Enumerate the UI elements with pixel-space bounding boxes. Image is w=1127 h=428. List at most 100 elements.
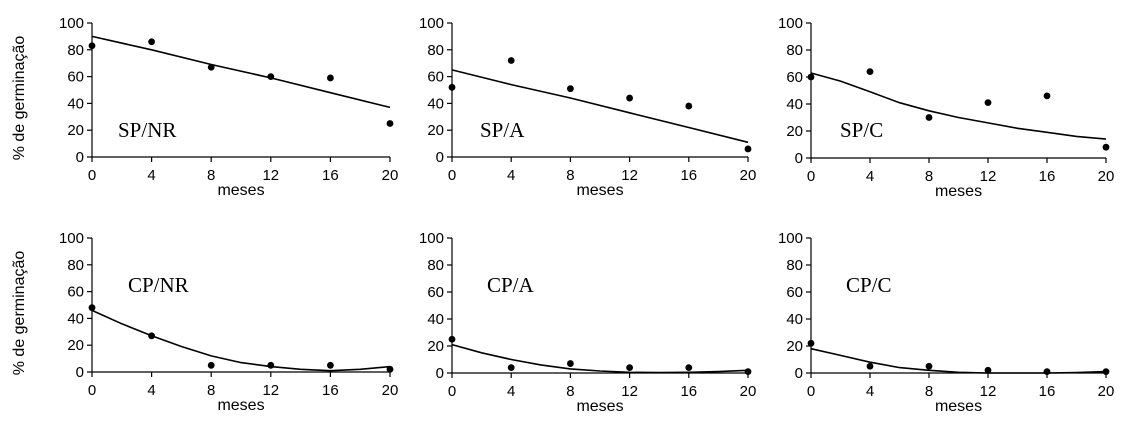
x-tick-label: 16 [322,382,339,399]
x-axis-label: meses [217,397,264,414]
y-tick-label: 60 [786,69,803,86]
x-tick-label: 8 [566,383,574,400]
data-point [685,364,693,371]
x-tick-label: 16 [680,383,697,400]
panel-label: SP/C [840,118,883,142]
y-tick-label: 20 [67,337,84,354]
y-tick-label: 60 [67,284,84,301]
y-tick-label: 0 [436,149,444,166]
y-tick-label: 60 [427,284,444,301]
data-point [744,145,752,153]
y-tick-label: 20 [786,123,803,140]
data-point [1102,143,1110,151]
x-tick-label: 0 [88,382,96,399]
y-tick-label: 40 [67,95,84,112]
data-point [327,74,334,82]
data-point [925,114,933,121]
y-tick-label: 0 [795,365,803,382]
x-axis-label: meses [935,398,982,415]
y-tick-label: 40 [427,95,444,112]
x-tick-label: 8 [925,383,933,400]
y-tick-label: 80 [786,257,803,274]
x-tick-label: 16 [680,167,697,184]
y-tick-label: 20 [427,338,444,355]
data-point [88,42,96,50]
y-tick-label: 60 [786,284,803,301]
x-axis-label: meses [217,182,264,199]
data-point [448,335,456,343]
y-tick-label: 0 [76,364,84,381]
data-point [925,362,933,370]
data-point [1102,368,1110,376]
x-tick-label: 4 [866,383,874,400]
y-tick-label: 40 [786,311,803,328]
data-point [267,73,275,80]
x-tick-label: 4 [147,382,155,399]
y-tick-label: 80 [427,42,444,59]
y-tick-label: 20 [427,122,444,139]
x-tick-label: 16 [1039,383,1056,400]
data-point [626,94,633,102]
data-point [1043,368,1051,376]
y-tick-label: 60 [67,69,84,86]
fit-curve [91,35,391,109]
x-tick-label: 12 [621,383,638,400]
x-tick-label: 0 [807,383,815,400]
y-tick-label: 60 [427,69,444,86]
x-tick-label: 20 [740,167,757,184]
x-tick-label: 0 [448,383,456,400]
y-axis-label: % de germinação [11,36,28,161]
y-tick-label: 100 [59,15,84,32]
data-point [148,332,156,340]
data-point [567,85,574,93]
panel-label: CP/A [487,273,535,297]
data-point [807,73,815,81]
data-point [984,366,992,374]
panel-label: SP/A [480,118,525,142]
x-tick-label: 12 [621,167,638,184]
x-tick-label: 12 [980,383,997,400]
data-point [507,57,515,64]
y-tick-label: 0 [436,365,444,382]
x-tick-label: 8 [207,382,215,399]
chart-panel-3: 0 20 40 60 80 100 0 4 8 12 16 20 meses SP/C [778,15,1114,200]
y-tick-label: 80 [67,257,84,274]
x-tick-label: 0 [807,168,815,185]
chart-panel-1: 0 20 40 60 80 100 0 4 8 12 16 20 meses % de germinaçã… [11,15,398,199]
panel-label: SP/NR [118,118,176,142]
y-tick-label: 40 [786,96,803,113]
data-point [207,361,215,369]
x-tick-label: 4 [507,167,515,184]
x-tick-label: 4 [147,167,155,184]
data-point [866,362,874,370]
x-axis-label: meses [935,183,982,200]
data-point [207,63,215,71]
fit-curve [810,72,1107,140]
fit-curve [451,69,749,144]
x-tick-label: 20 [1098,168,1115,185]
x-tick-label: 12 [980,168,997,185]
x-tick-label: 8 [566,167,574,184]
x-tick-label: 12 [262,167,279,184]
data-point [88,304,96,312]
data-point [327,361,334,369]
y-tick-label: 80 [427,257,444,274]
x-tick-label: 20 [1098,383,1115,400]
y-tick-label: 0 [76,149,84,166]
x-tick-label: 20 [740,383,757,400]
data-point [807,339,815,347]
x-tick-label: 8 [207,167,215,184]
panel-label: CP/NR [128,273,189,297]
data-point [148,38,156,46]
y-tick-label: 100 [778,15,803,32]
x-tick-label: 12 [262,382,279,399]
data-point [386,365,394,373]
y-tick-label: 0 [795,150,803,167]
data-point [507,364,515,371]
chart-panel-5: 0 20 40 60 80 100 0 4 8 12 16 20 meses CP/A [419,230,756,415]
data-point [685,102,693,110]
x-tick-label: 4 [507,383,515,400]
chart-panel-2: 0 20 40 60 80 100 0 4 8 12 16 20 meses SP/A [419,15,756,199]
